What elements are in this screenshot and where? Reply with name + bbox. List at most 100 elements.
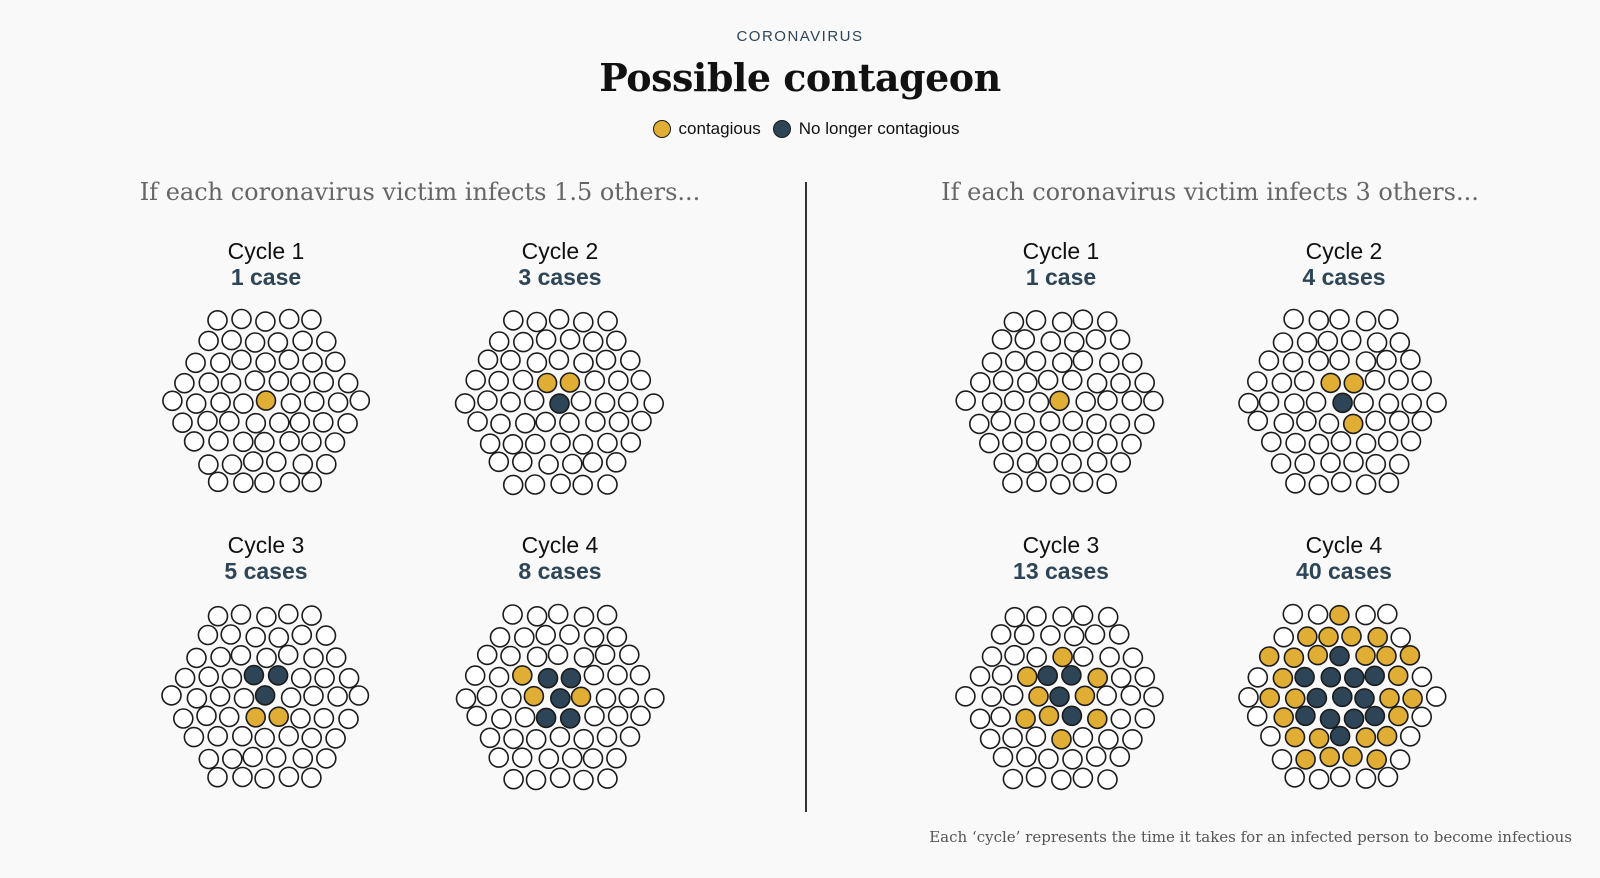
healthy-person-dot xyxy=(547,603,569,625)
healthy-person-dot xyxy=(1062,410,1084,432)
healthy-person-dot xyxy=(185,352,206,374)
healthy-person-dot xyxy=(572,474,594,496)
contagious-dot xyxy=(245,706,266,728)
healthy-person-dot xyxy=(1307,604,1329,625)
contagious-dot xyxy=(1283,647,1305,669)
healthy-person-dot xyxy=(500,645,521,667)
no-longer-contagious-dot xyxy=(1364,705,1386,727)
healthy-person-dot xyxy=(561,453,583,475)
healthy-person-dot xyxy=(1025,726,1047,748)
healthy-person-dot xyxy=(218,706,240,728)
healthy-person-dot xyxy=(1039,411,1061,432)
healthy-person-dot xyxy=(219,410,240,432)
contagious-swatch xyxy=(652,120,671,138)
no-longer-contagious-dot xyxy=(537,667,559,689)
healthy-person-dot xyxy=(174,372,195,394)
healthy-person-dot xyxy=(162,390,183,412)
healthy-person-dot xyxy=(210,352,231,374)
healthy-person-dot xyxy=(1072,646,1094,667)
healthy-person-dot xyxy=(1025,350,1047,372)
healthy-person-dot xyxy=(1271,748,1293,770)
page-title: Possible contageon xyxy=(599,55,1001,100)
healthy-person-dot xyxy=(301,431,322,453)
healthy-person-dot xyxy=(511,747,533,769)
healthy-person-dot xyxy=(289,412,311,433)
no-longer-contagious-dot xyxy=(1343,708,1365,730)
healthy-person-dot xyxy=(502,433,524,455)
contagious-dot xyxy=(1367,626,1388,648)
healthy-person-dot xyxy=(1329,308,1350,330)
contagious-dot xyxy=(1399,644,1421,666)
healthy-person-dot xyxy=(549,726,571,748)
cycle-label: Cycle 1 1 case xyxy=(166,238,366,290)
cycle-cases: 13 cases xyxy=(1013,558,1109,584)
healthy-person-dot xyxy=(1072,350,1094,371)
healthy-person-dot xyxy=(198,372,220,393)
healthy-person-dot xyxy=(1282,603,1304,625)
healthy-person-dot xyxy=(1355,604,1376,626)
no-longer-contagious-dot xyxy=(267,665,289,686)
healthy-person-dot xyxy=(467,411,488,432)
healthy-person-dot xyxy=(301,605,322,626)
healthy-person-dot xyxy=(1401,393,1422,414)
healthy-person-dot xyxy=(338,667,360,689)
cycle-label: Cycle 1 1 case xyxy=(961,238,1161,290)
healthy-person-dot xyxy=(1052,352,1073,374)
healthy-person-dot xyxy=(570,390,592,412)
healthy-person-dot xyxy=(256,647,277,669)
healthy-person-dot xyxy=(1343,451,1364,473)
contagious-dot xyxy=(1016,666,1038,688)
healthy-person-dot xyxy=(1365,410,1386,432)
healthy-person-dot xyxy=(584,705,605,727)
healthy-person-dot xyxy=(1040,625,1061,646)
healthy-person-dot xyxy=(1378,308,1399,330)
healthy-person-dot xyxy=(1003,390,1025,412)
healthy-person-dot xyxy=(277,603,299,625)
healthy-person-dot xyxy=(1389,749,1411,770)
healthy-person-dot xyxy=(573,769,594,791)
healthy-person-dot xyxy=(489,626,511,648)
healthy-person-dot xyxy=(1377,766,1399,788)
population-cluster xyxy=(455,603,665,791)
contagious-dot xyxy=(1297,626,1318,647)
healthy-person-dot xyxy=(1014,412,1035,434)
healthy-person-dot xyxy=(1109,746,1131,768)
healthy-person-dot xyxy=(1002,685,1024,706)
healthy-person-dot xyxy=(1282,351,1304,373)
healthy-person-dot xyxy=(1096,473,1117,495)
healthy-person-dot xyxy=(608,411,630,433)
contagious-dot xyxy=(1051,728,1072,750)
healthy-person-dot xyxy=(279,430,300,452)
healthy-person-dot xyxy=(1099,352,1120,374)
no-longer-contagious-dot xyxy=(1319,708,1341,730)
healthy-person-dot xyxy=(1122,647,1144,669)
healthy-person-dot xyxy=(1040,331,1062,352)
healthy-person-dot xyxy=(1246,705,1268,727)
healthy-person-dot xyxy=(233,431,254,453)
healthy-person-dot xyxy=(1037,452,1059,474)
healthy-person-dot xyxy=(207,766,228,788)
contagious-dot xyxy=(570,686,592,708)
contagious-dot xyxy=(1284,688,1306,709)
healthy-person-dot xyxy=(242,451,264,472)
healthy-person-dot xyxy=(608,370,629,392)
legend-contagious-label: contagious xyxy=(678,119,761,138)
healthy-person-dot xyxy=(220,372,242,394)
healthy-person-dot xyxy=(573,352,594,374)
healthy-person-dot xyxy=(280,687,302,708)
healthy-person-dot xyxy=(548,349,570,371)
healthy-person-dot xyxy=(981,646,1003,667)
healthy-person-dot xyxy=(1376,349,1397,371)
cycle-cases: 1 case xyxy=(1025,264,1097,290)
healthy-person-dot xyxy=(559,328,581,350)
healthy-person-dot xyxy=(550,432,571,454)
healthy-person-dot xyxy=(605,451,627,473)
healthy-person-dot xyxy=(268,370,290,392)
healthy-person-dot xyxy=(523,390,545,411)
healthy-person-dot xyxy=(1075,391,1096,413)
healthy-person-dot xyxy=(1134,413,1155,435)
healthy-person-dot xyxy=(1014,329,1036,350)
no-longer-contagious-swatch xyxy=(772,120,791,138)
healthy-person-dot xyxy=(1063,625,1085,647)
healthy-person-dot xyxy=(1121,433,1142,455)
